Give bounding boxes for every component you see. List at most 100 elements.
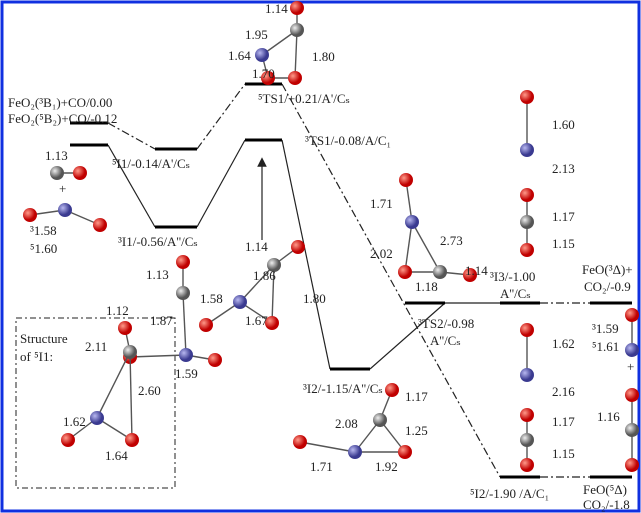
bond-length: 1.64	[105, 448, 128, 463]
bond-length: 1.14	[265, 1, 288, 16]
level-label: ³I1/-0.56/A''/Cₛ	[118, 234, 198, 249]
atom	[405, 215, 419, 229]
bond-length: 2.08	[335, 416, 358, 431]
atom	[50, 166, 64, 180]
bond-length: ³1.58	[30, 223, 57, 238]
atom	[399, 173, 413, 187]
atom	[348, 445, 362, 459]
atom	[199, 318, 213, 332]
bond-length: 1.80	[312, 49, 335, 64]
box-label: of ⁵I1:	[20, 349, 53, 364]
level-label: ³TS2/-0.98	[418, 316, 474, 331]
atom	[433, 265, 447, 279]
bond-length: 1.92	[375, 459, 398, 474]
atom	[90, 411, 104, 425]
box-label: Structure	[20, 331, 68, 346]
atom	[520, 90, 534, 104]
bond-length: 2.13	[552, 161, 575, 176]
level-label: FeO(⁵Δ)	[583, 482, 627, 497]
atom	[520, 243, 534, 257]
bond-length: 1.87	[150, 313, 173, 328]
level-label: CO₂/-0.9	[584, 279, 631, 294]
bond-length: 1.18	[415, 279, 438, 294]
atom	[176, 255, 190, 269]
atom	[520, 323, 534, 337]
atom	[520, 368, 534, 382]
atom	[520, 215, 534, 229]
bond-length: 1.13	[45, 148, 68, 163]
atom	[625, 343, 639, 357]
level-label: A''/Cₛ	[500, 286, 531, 301]
bond-length: 2.02	[370, 246, 393, 261]
bond-length: 1.15	[552, 236, 575, 251]
atom	[179, 348, 193, 362]
bond-length: 1.12	[106, 303, 129, 318]
atom	[398, 265, 412, 279]
atom	[520, 408, 534, 422]
bond-length: 1.62	[552, 336, 575, 351]
bond-length: 1.25	[405, 423, 428, 438]
atom	[625, 308, 639, 322]
bond-length: 1.64	[228, 48, 251, 63]
energy-diagram: FeO₂(³B₁)+CO/0.00FeO₂(⁵B₂)+CO/-0.12⁵TS1/…	[0, 0, 641, 513]
atom	[176, 286, 190, 300]
bond-length: 2.11	[85, 339, 107, 354]
bond-length: 1.17	[552, 414, 575, 429]
frame	[2, 2, 639, 511]
atom	[625, 458, 639, 472]
bond-length: 2.16	[552, 384, 575, 399]
atom	[288, 71, 302, 85]
atom	[93, 218, 107, 232]
bond-length: 1.15	[552, 446, 575, 461]
atom	[290, 23, 304, 37]
atom	[73, 166, 87, 180]
bond-length: 1.71	[310, 459, 333, 474]
bond-length: +	[627, 359, 634, 374]
bond-length: 1.86	[253, 268, 276, 283]
atom	[520, 188, 534, 202]
bond-length: +	[59, 181, 66, 196]
bond-length: 1.16	[597, 409, 620, 424]
level-label: ⁵I1/-0.14/A'/Cₛ	[112, 156, 190, 171]
atom	[290, 1, 304, 15]
level-label: ³I3/-1.00	[490, 269, 535, 284]
bond-length: 1.14	[245, 239, 268, 254]
atom	[123, 345, 137, 359]
bond-length: 1.62	[63, 414, 86, 429]
atom	[61, 433, 75, 447]
level-label: ⁵TS1/+0.21/A'/Cₛ	[258, 91, 350, 106]
atom	[625, 388, 639, 402]
bond-length: 1.17	[405, 389, 428, 404]
bond-length: 1.58	[200, 291, 223, 306]
bond-length: 1.59	[175, 366, 198, 381]
bond-length: 1.95	[245, 27, 268, 42]
atom	[208, 353, 222, 367]
bond-length: 1.13	[146, 267, 169, 282]
atom	[520, 433, 534, 447]
atom	[625, 423, 639, 437]
bond-length: 1.80	[303, 291, 326, 306]
atom	[23, 208, 37, 222]
bond-length: ³1.59	[592, 321, 619, 336]
atom	[118, 321, 132, 335]
atom	[291, 240, 305, 254]
bond-length: 1.67	[245, 313, 268, 328]
atom	[255, 48, 269, 62]
bond-length: 2.73	[440, 233, 463, 248]
bond-length: ⁵1.61	[592, 339, 619, 354]
level-label: ³I2/-1.15/A''/Cₛ	[303, 381, 383, 396]
bond-length: ⁵1.60	[30, 241, 57, 256]
level-label: FeO(³Δ)+	[582, 262, 633, 277]
level-label: FeO₂(⁵B₂)+CO/-0.12	[8, 111, 117, 126]
bond-length: 1.17	[552, 209, 575, 224]
atom	[398, 445, 412, 459]
bond-length: 2.60	[138, 383, 161, 398]
atom	[520, 458, 534, 472]
bond-length: 1.60	[552, 117, 575, 132]
level-label: CO₂/-1.8	[583, 497, 630, 512]
atom	[373, 413, 387, 427]
bond-length: 1.71	[370, 196, 393, 211]
atom	[520, 143, 534, 157]
atom	[233, 295, 247, 309]
level-label: ³TS1/-0.08/A/C₁	[305, 133, 391, 148]
